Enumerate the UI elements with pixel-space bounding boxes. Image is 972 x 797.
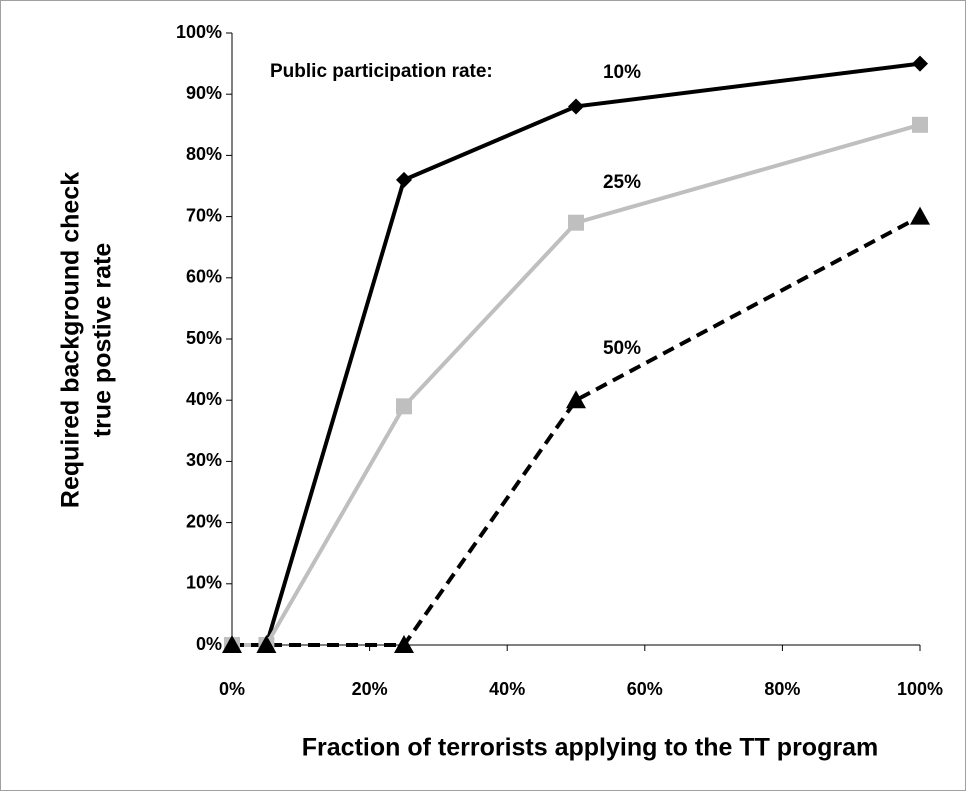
marker xyxy=(222,635,242,653)
marker xyxy=(910,206,930,225)
y-tick-label: 40% xyxy=(186,389,222,409)
y-tick-label: 30% xyxy=(186,450,222,470)
marker xyxy=(396,171,412,188)
x-tick-label: 100% xyxy=(897,679,943,699)
y-tick-label: 10% xyxy=(186,573,222,593)
marker xyxy=(396,398,412,415)
x-tick-label: 0% xyxy=(219,679,245,699)
annotation: Public participation rate: xyxy=(270,61,493,82)
x-axis-label: Fraction of terrorists applying to the T… xyxy=(302,734,878,762)
y-tick-label: 100% xyxy=(176,22,222,42)
y-tick-label: 20% xyxy=(186,511,222,531)
x-tick-label: 20% xyxy=(352,679,388,699)
series-label: 10% xyxy=(603,62,641,83)
marker xyxy=(566,390,586,409)
marker xyxy=(394,635,414,653)
series-label: 50% xyxy=(603,338,641,359)
y-axis-label: Required background check true postive r… xyxy=(57,172,117,508)
y-tick-label: 70% xyxy=(186,205,222,225)
x-tick-label: 60% xyxy=(627,679,663,699)
y-axis-label-line: true postive rate xyxy=(89,243,117,438)
marker xyxy=(568,98,584,115)
y-tick-label: 90% xyxy=(186,83,222,103)
marker xyxy=(912,55,928,72)
x-tick-label: 40% xyxy=(489,679,525,699)
series-label: 25% xyxy=(603,172,641,193)
y-tick-label: 60% xyxy=(186,267,222,287)
marker xyxy=(256,635,277,653)
y-tick-label: 0% xyxy=(196,634,222,654)
marker xyxy=(912,116,928,133)
y-tick-label: 80% xyxy=(186,144,222,164)
y-tick-label: 50% xyxy=(186,328,222,348)
y-axis-label-line: Required background check xyxy=(57,172,85,508)
marker xyxy=(568,214,584,231)
x-tick-label: 80% xyxy=(764,679,800,699)
